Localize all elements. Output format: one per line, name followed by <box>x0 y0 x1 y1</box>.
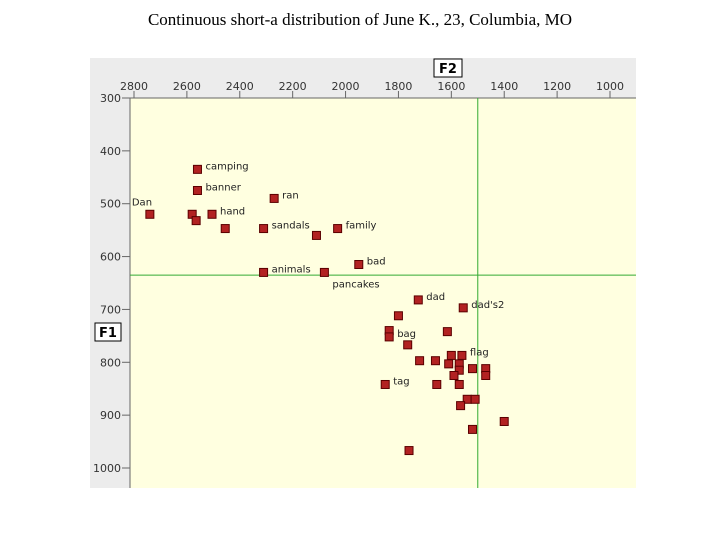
chart-title: Continuous short-a distribution of June … <box>147 10 573 29</box>
point-label: banner <box>205 183 241 194</box>
x-tick-label: 1800 <box>384 80 412 93</box>
data-point <box>145 209 155 219</box>
data-point <box>442 327 452 337</box>
data-point <box>499 416 509 426</box>
data-point <box>319 267 329 277</box>
x-tick-label: 2200 <box>279 80 307 93</box>
data-point <box>449 371 459 380</box>
data-point <box>457 350 467 360</box>
data-point <box>269 193 279 203</box>
data-point <box>454 365 464 375</box>
y-tick-label: 400 <box>100 145 121 158</box>
point-label: flag <box>470 347 489 358</box>
data-point <box>403 340 413 350</box>
point-label: dad's2 <box>471 300 504 311</box>
point-label: dad <box>426 292 445 303</box>
data-point <box>354 260 364 269</box>
data-point <box>380 379 390 389</box>
point-label: camping <box>205 161 248 172</box>
data-point <box>191 216 201 226</box>
data-point <box>467 424 477 434</box>
data-point <box>481 371 491 380</box>
data-point <box>432 379 442 389</box>
point-label: pancakes <box>332 279 379 290</box>
y-axis-title: F1 <box>99 326 117 341</box>
data-point <box>456 401 466 411</box>
data-point <box>430 356 440 366</box>
data-point <box>404 446 414 456</box>
x-tick-label: 2000 <box>332 80 360 93</box>
data-point <box>220 224 230 234</box>
data-point <box>259 267 269 277</box>
data-point <box>192 164 202 174</box>
x-tick-label: 1600 <box>437 80 465 93</box>
point-label: ran <box>282 190 299 201</box>
point-label: Dan <box>132 197 152 208</box>
scatter-chart: 2800 2600 2400 2200 2000 1800 1600 1400 1200 1000… <box>90 58 636 488</box>
x-tick-label: 2400 <box>226 80 254 93</box>
y-tick-label: 900 <box>100 409 121 422</box>
plot-area <box>130 98 636 488</box>
data-point <box>207 209 217 219</box>
data-point <box>454 379 464 389</box>
data-point <box>470 394 480 404</box>
x-tick-label: 1200 <box>543 80 571 93</box>
point-label: family <box>346 221 377 232</box>
x-tick-label: 1400 <box>490 80 518 93</box>
y-axis-title-box <box>94 322 122 342</box>
data-point <box>311 230 321 240</box>
y-tick-label: 500 <box>100 198 121 211</box>
y-tick-label: 600 <box>100 251 121 264</box>
data-point <box>458 303 468 313</box>
x-tick-label: 1000 <box>596 80 624 93</box>
data-point <box>333 224 343 234</box>
data-point <box>259 224 269 234</box>
data-point <box>413 295 423 305</box>
point-label: bag <box>397 329 416 340</box>
data-point <box>446 350 456 360</box>
data-point <box>393 311 403 321</box>
x-axis-title: F2 <box>439 62 457 77</box>
data-point <box>444 359 454 369</box>
data-point <box>467 364 477 374</box>
point-label: bad <box>367 257 386 268</box>
x-tick-label: 2600 <box>173 80 201 93</box>
x-axis-title-box <box>433 58 463 78</box>
point-label: tag <box>393 376 409 387</box>
data-point <box>192 186 202 195</box>
y-tick-label: 1000 <box>93 462 121 475</box>
point-label: hand <box>220 206 245 217</box>
data-point <box>384 332 394 342</box>
point-label: animals <box>272 264 311 275</box>
y-tick-label: 700 <box>100 303 121 316</box>
data-point <box>415 356 425 366</box>
y-tick-label: 800 <box>100 356 121 369</box>
y-tick-label: 300 <box>100 92 121 105</box>
x-tick-label: 2800 <box>120 80 148 93</box>
point-label: sandals <box>272 221 310 232</box>
